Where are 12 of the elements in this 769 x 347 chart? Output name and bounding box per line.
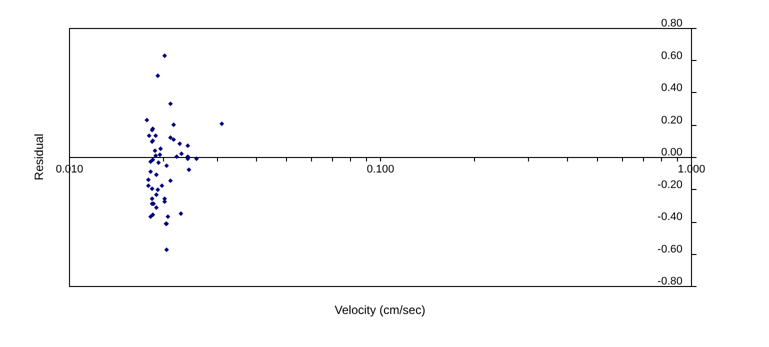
x-axis-title: Velocity (cm/sec) xyxy=(334,303,426,317)
y-tick-label: 0.40 xyxy=(661,82,682,94)
y-tick-label: -0.40 xyxy=(657,211,682,223)
y-tick-label: -0.20 xyxy=(657,178,682,191)
y-tick-label: 0.00 xyxy=(661,146,682,158)
y-tick-label: 0.80 xyxy=(661,18,682,30)
y-tick-label: -0.60 xyxy=(657,243,682,256)
y-tick-label: 0.60 xyxy=(661,50,682,62)
y-tick-label: -0.80 xyxy=(657,276,682,288)
y-axis-title: Residual xyxy=(32,134,46,180)
y-tick-label: 0.20 xyxy=(661,114,682,126)
x-tick-label: 0.100 xyxy=(366,164,394,176)
